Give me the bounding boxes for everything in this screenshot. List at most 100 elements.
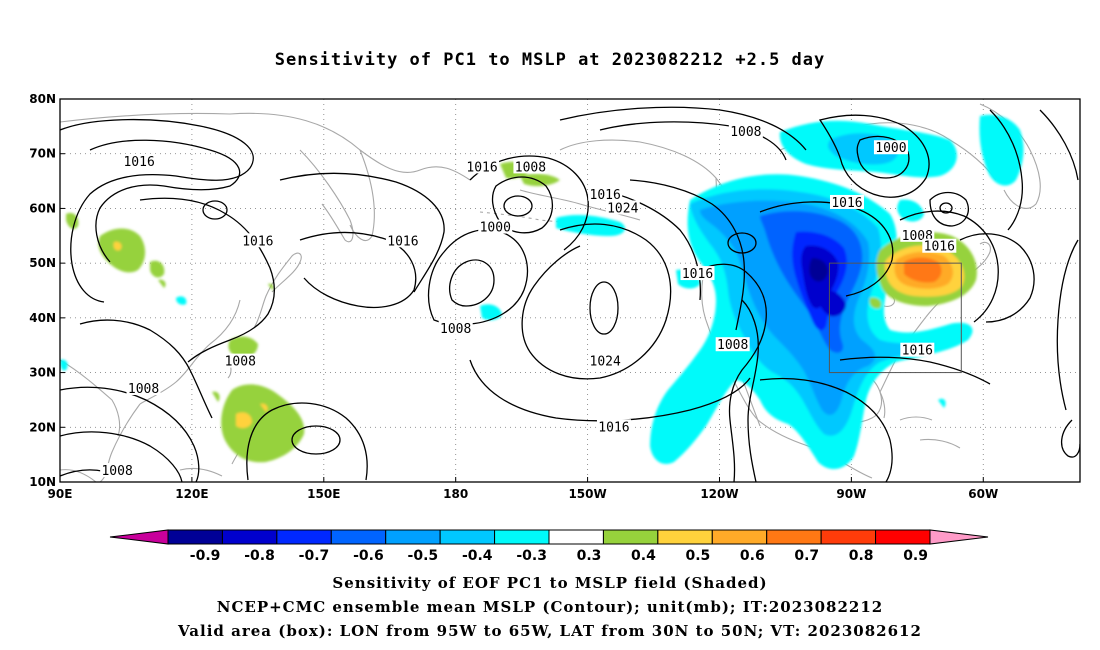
colorbar-label: -0.3 (516, 548, 547, 564)
colorbar-label: -0.8 (244, 548, 275, 564)
colorbar-label: 0.5 (685, 548, 710, 564)
isobar-label-bg (715, 337, 750, 352)
colorbar-label: 0.6 (740, 548, 765, 564)
lon-tick-label: 120E (175, 487, 208, 501)
colorbar-swatch (276, 529, 332, 545)
colorbar-swatch (494, 529, 550, 545)
lat-tick-label: 70N (29, 147, 56, 161)
isobar-labels: 1016 1016 1016 1008 1008 1008 1016 1008 1000 1008… (100, 123, 957, 479)
isobar-label-bg (588, 353, 623, 368)
colorbar-high-arrow (929, 529, 989, 545)
lat-tick-label: 60N (29, 201, 56, 215)
lat-tick-label: 30N (29, 366, 56, 380)
isobar-label: 1000 (480, 221, 511, 236)
isobar-label-bg (438, 320, 473, 335)
isobar-label: 1016 (682, 267, 713, 282)
isobar-label-bg (922, 238, 957, 253)
isobar-label-bg (465, 159, 500, 174)
colorbar-swatch (330, 529, 387, 545)
caption-line-3: Valid area (box): LON from 95W to 65W, L… (178, 622, 922, 640)
colorbar-label: -0.4 (462, 548, 493, 564)
colorbar-label: 0.9 (903, 548, 928, 564)
colorbar-swatch (602, 529, 659, 545)
isobar-label-bg (385, 233, 420, 248)
isobar-label: 1016 (466, 160, 497, 175)
isobar-label: 1008 (128, 382, 159, 397)
map-frame (59, 98, 1081, 483)
lat-tick-label: 40N (29, 311, 56, 325)
isobar-label-bg (680, 266, 715, 281)
colorbar-swatch (766, 529, 822, 545)
isobar-label-bg (605, 200, 640, 215)
colorbar-swatch (439, 529, 496, 545)
isobar-label: 1016 (123, 155, 154, 170)
colorbar-label: 0.8 (849, 548, 874, 564)
latitude-labels: 80N 70N 60N 50N 40N 30N 20N 10N (29, 92, 65, 489)
colorbar-swatch (167, 529, 223, 545)
colorbar-label: -0.9 (190, 548, 221, 564)
lon-tick-label: 150W (568, 487, 606, 501)
isobar-label: 1008 (101, 464, 132, 479)
caption-line-1: Sensitivity of EOF PC1 to MSLP field (Sh… (332, 574, 768, 592)
isobar-label: 1016 (831, 196, 862, 211)
isobar-label: 1016 (590, 188, 621, 203)
colorbar-label: 0.3 (577, 548, 602, 564)
lon-tick-label: 150E (307, 487, 340, 501)
lat-tick-label: 10N (29, 475, 56, 489)
isobar-label: 1008 (717, 338, 748, 353)
lat-tick-label: 20N (29, 420, 56, 434)
isobar-label: 1016 (242, 234, 273, 249)
isobar-label: 1008 (730, 125, 761, 140)
caption-line-2: NCEP+CMC ensemble mean MSLP (Contour); u… (216, 598, 884, 616)
isobar-label-bg (100, 463, 135, 478)
valid-area-box (828, 262, 962, 374)
lat-tick-label: 50N (29, 256, 56, 270)
isobar-label: 1008 (515, 160, 546, 175)
colorbar-label: -0.7 (299, 548, 330, 564)
isobar-label: 1024 (590, 355, 621, 370)
lon-tick-label: 120W (700, 487, 738, 501)
isobar-label: 1016 (387, 234, 418, 249)
isobar-label-bg (513, 159, 548, 174)
colorbar-swatch (657, 529, 713, 545)
map-title: Sensitivity of PC1 to MSLP at 2023082212… (274, 50, 826, 70)
colorbar-swatch (221, 529, 278, 545)
lon-tick-label: 90E (48, 487, 73, 501)
lon-tick-label: 90W (836, 487, 866, 501)
isobar-label-bg (126, 380, 161, 395)
isobar-label-bg (900, 227, 935, 242)
mslp-contours (60, 106, 1080, 482)
isobar-label-bg (900, 342, 935, 357)
isobar-label-bg (478, 219, 513, 234)
lat-tick-label: 80N (29, 92, 56, 106)
longitude-labels: 90E 120E 150E 180 150W 120W 90W 60W (48, 477, 998, 501)
isobar-label: 1008 (225, 355, 256, 370)
colorbar-swatch (385, 529, 441, 545)
lon-tick-label: 60W (968, 487, 998, 501)
colorbar-label: 0.4 (631, 548, 656, 564)
colorbar-label: -0.6 (353, 548, 384, 564)
colorbar: -0.9 -0.8 -0.7 -0.6 -0.5 -0.4 -0.3 0.3 0.4 0.5 0.6… (109, 529, 989, 564)
isobar-label-bg (728, 123, 763, 138)
colorbar-swatch (875, 529, 931, 545)
isobar-label-bg (873, 140, 908, 155)
colorbar-swatch (711, 529, 768, 545)
isobar-label: 1008 (440, 322, 471, 337)
isobar-label: 1016 (598, 420, 629, 435)
isobar-label: 1016 (924, 240, 955, 255)
isobar-label-bg (588, 186, 623, 201)
isobar-label-bg (829, 194, 864, 209)
isobar-label-bg (240, 233, 275, 248)
isobar-label-bg (596, 419, 631, 434)
lon-tick-label: 180 (443, 487, 468, 501)
isobar-label-bg (122, 153, 157, 168)
isobar-label: 1016 (902, 344, 933, 359)
colorbar-swatch (548, 529, 604, 545)
isobar-label: 1000 (875, 141, 906, 156)
colorbar-label: 0.7 (794, 548, 819, 564)
colorbar-swatch (820, 529, 877, 545)
isobar-label: 1024 (607, 201, 638, 216)
isobar-label-bg (223, 353, 258, 368)
colorbar-label: -0.5 (408, 548, 439, 564)
